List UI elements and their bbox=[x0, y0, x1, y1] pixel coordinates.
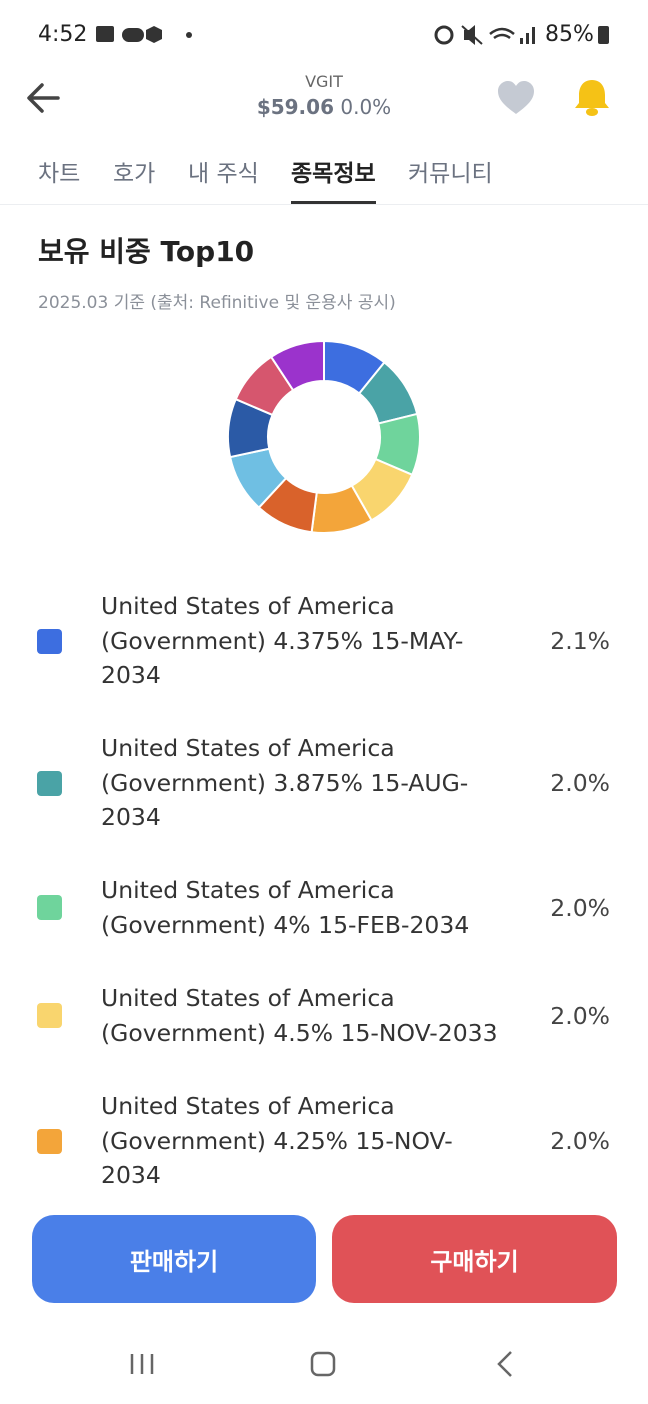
donut-chart bbox=[227, 339, 421, 534]
status-icons-right bbox=[434, 25, 535, 45]
holding-name: United States of America (Government) 4.… bbox=[101, 984, 498, 1047]
tab-indicator bbox=[291, 201, 376, 204]
legend-swatch bbox=[37, 1128, 62, 1154]
section-subtitle: 2025.03 기준 (출처: Refinitive 및 운용사 공시) bbox=[38, 293, 396, 313]
holding-weight: 2.0% bbox=[550, 1127, 610, 1155]
ticker: VGIT bbox=[305, 72, 343, 91]
section-title: 보유 비중 Top10 bbox=[38, 235, 255, 268]
back-button[interactable] bbox=[24, 78, 66, 118]
legend-swatch bbox=[37, 1003, 62, 1028]
nav-bar bbox=[130, 1351, 512, 1377]
holding-name: United States of America (Government) 4.… bbox=[101, 1092, 453, 1189]
battery-level: 85% bbox=[545, 22, 594, 47]
holding-weight: 2.0% bbox=[550, 1001, 610, 1030]
holding-name: United States of America (Government) 4.… bbox=[101, 592, 464, 689]
holding-weight: 2.1% bbox=[550, 627, 610, 655]
status-icons bbox=[96, 26, 192, 43]
tab[interactable]: 호가 bbox=[113, 161, 156, 187]
list-fade bbox=[0, 1185, 648, 1215]
legend-swatch bbox=[37, 895, 62, 920]
battery-icon bbox=[598, 26, 609, 44]
tab[interactable]: 내 주식 bbox=[188, 161, 259, 187]
tab-divider bbox=[0, 204, 648, 205]
price-change: 0.0% bbox=[340, 95, 392, 119]
holding-name: United States of America (Government) 4%… bbox=[101, 876, 470, 939]
tab[interactable]: 차트 bbox=[38, 161, 81, 187]
holdings-list: United States of America (Government) 4.… bbox=[37, 592, 610, 1189]
sell-button[interactable]: 판매하기 bbox=[32, 1215, 316, 1303]
buy-button[interactable]: 구매하기 bbox=[332, 1215, 617, 1303]
holding-name: United States of America (Government) 3.… bbox=[101, 734, 469, 831]
price: $59.06 bbox=[256, 95, 334, 119]
tab[interactable]: 종목정보 bbox=[291, 161, 376, 187]
donut-segment bbox=[269, 339, 325, 392]
favorite-button[interactable] bbox=[496, 80, 536, 116]
alarm-button[interactable] bbox=[572, 77, 612, 117]
legend-swatch bbox=[37, 770, 62, 796]
legend-swatch bbox=[37, 628, 62, 654]
price-line: $59.06 0.0% bbox=[0, 95, 648, 119]
tab[interactable]: 커뮤니티 bbox=[408, 161, 493, 187]
status-time: 4:52 bbox=[38, 22, 88, 47]
holding-weight: 2.0% bbox=[550, 893, 610, 922]
holding-weight: 2.0% bbox=[550, 769, 610, 797]
